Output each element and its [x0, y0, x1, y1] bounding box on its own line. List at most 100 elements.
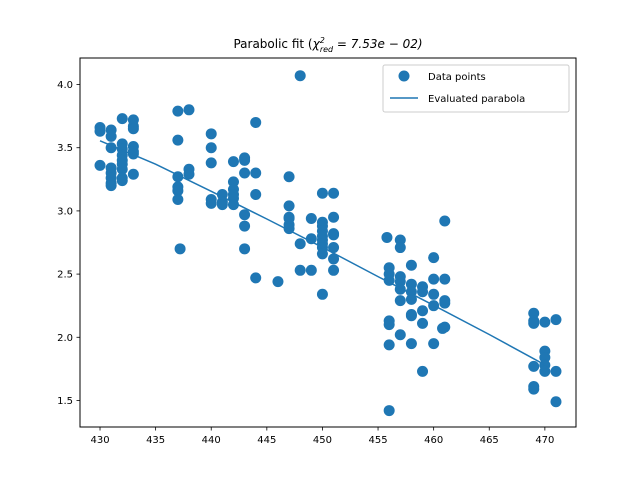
- data-point-62: [283, 171, 295, 183]
- data-point-38: [205, 142, 217, 154]
- data-point-54: [239, 209, 251, 221]
- legend-label-evaluated-parabola: Evaluated parabola: [428, 94, 525, 105]
- plot-area: [94, 70, 562, 417]
- data-point-22: [127, 123, 139, 135]
- data-point-104: [394, 295, 406, 307]
- legend-box: [382, 64, 570, 113]
- data-point-140: [550, 314, 562, 326]
- data-point-84: [328, 187, 340, 199]
- title-sub: red: [320, 45, 334, 54]
- data-point-10: [105, 180, 117, 192]
- evaluated-parabola-line: [99, 140, 546, 366]
- data-point-117: [417, 365, 429, 377]
- data-point-96: [383, 319, 395, 331]
- x-tick-label-440: 440: [202, 435, 221, 446]
- data-point-1: [94, 125, 106, 137]
- data-point-31: [172, 185, 184, 197]
- y-tick-label-3: 3.0: [57, 206, 73, 217]
- data-point-58: [250, 167, 262, 179]
- data-point-2: [94, 159, 106, 171]
- data-point-100: [394, 242, 406, 254]
- data-point-88: [328, 242, 340, 254]
- data-point-122: [428, 338, 440, 350]
- data-point-28: [172, 134, 184, 146]
- data-point-139: [539, 365, 551, 377]
- data-point-41: [205, 197, 217, 209]
- data-point-37: [205, 128, 217, 140]
- data-point-97: [383, 339, 395, 351]
- data-point-46: [227, 176, 239, 188]
- data-point-45: [227, 156, 239, 168]
- data-point-68: [294, 70, 306, 82]
- data-point-142: [550, 396, 562, 408]
- data-point-85: [328, 211, 340, 223]
- data-point-135: [539, 316, 551, 328]
- data-point-111: [405, 310, 417, 322]
- data-point-132: [528, 360, 540, 372]
- data-point-109: [405, 293, 417, 305]
- data-point-27: [172, 105, 184, 117]
- data-point-73: [305, 264, 317, 276]
- y-tick-label-4: 4.0: [57, 80, 73, 91]
- y-tick-label-1.5: 1.5: [57, 396, 73, 407]
- data-point-17: [116, 163, 128, 175]
- data-point-32: [172, 194, 184, 206]
- data-point-57: [250, 116, 262, 128]
- data-point-141: [550, 365, 562, 377]
- x-tick-label-430: 430: [90, 435, 109, 446]
- data-point-91: [381, 231, 393, 243]
- x-axis: 430 435 440 445 450 455 460 465 470: [90, 427, 554, 446]
- data-point-71: [305, 212, 317, 224]
- data-point-34: [183, 104, 195, 116]
- data-point-11: [116, 113, 128, 125]
- data-point-74: [316, 187, 328, 199]
- x-tick-label-465: 465: [480, 435, 499, 446]
- data-point-89: [328, 253, 340, 265]
- data-point-114: [417, 286, 429, 298]
- data-point-61: [272, 276, 284, 288]
- data-point-87: [328, 229, 340, 241]
- data-point-90: [328, 264, 340, 276]
- data-point-128: [437, 322, 449, 334]
- data-point-4: [105, 130, 117, 142]
- x-tick-label-455: 455: [368, 435, 387, 446]
- data-point-120: [428, 288, 440, 300]
- x-tick-label-450: 450: [313, 435, 332, 446]
- data-point-52: [239, 154, 251, 166]
- data-point-55: [239, 220, 251, 232]
- data-point-102: [394, 276, 406, 288]
- data-point-56: [239, 243, 251, 255]
- y-tick-label-3.5: 3.5: [57, 143, 73, 154]
- chart-title: Parabolic fit (χ2 red = 7.53e − 02): [233, 36, 422, 54]
- data-point-112: [405, 338, 417, 350]
- data-point-70: [294, 264, 306, 276]
- x-tick-label-435: 435: [146, 435, 165, 446]
- x-tick-label-470: 470: [535, 435, 554, 446]
- x-tick-label-445: 445: [257, 435, 276, 446]
- title-suffix: = 7.53e − 02): [333, 37, 422, 51]
- data-point-115: [417, 305, 429, 317]
- data-point-123: [439, 215, 451, 227]
- data-point-33: [174, 243, 186, 255]
- y-tick-label-2.5: 2.5: [57, 270, 73, 281]
- axes-frame: [79, 57, 577, 428]
- data-point-19: [116, 175, 128, 187]
- data-point-126: [439, 297, 451, 309]
- data-point-59: [250, 188, 262, 200]
- data-point-116: [417, 317, 429, 329]
- data-point-60: [250, 272, 262, 284]
- data-point-105: [394, 329, 406, 341]
- title-prefix: Parabolic fit (: [233, 37, 312, 51]
- legend-marker-data-points: [398, 70, 410, 82]
- data-point-118: [428, 252, 440, 264]
- data-point-124: [439, 273, 451, 285]
- legend-label-data-points: Data points: [428, 72, 486, 83]
- data-point-83: [316, 288, 328, 300]
- data-point-53: [239, 167, 251, 179]
- data-point-131: [528, 317, 540, 329]
- data-point-134: [528, 383, 540, 395]
- data-point-129: [528, 307, 540, 319]
- x-tick-label-460: 460: [424, 435, 443, 446]
- data-point-99: [394, 234, 406, 246]
